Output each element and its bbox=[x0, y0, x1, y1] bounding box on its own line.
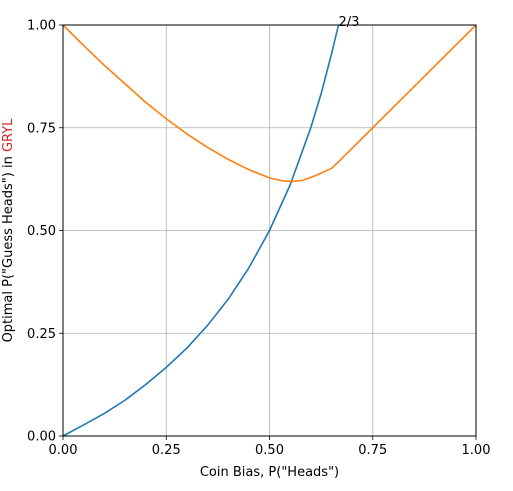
y-axis-label-highlight: GRYL bbox=[1, 118, 16, 152]
series-layer bbox=[62, 24, 477, 437]
y-axis-label-prefix: Optimal P("Guess Heads") in bbox=[1, 152, 16, 342]
y-tick-label: 0.25 bbox=[27, 327, 56, 342]
y-tick-label: 0.00 bbox=[27, 430, 56, 445]
x-tick-label: 0.25 bbox=[152, 443, 181, 458]
y-tick-label: 0.50 bbox=[27, 224, 56, 239]
annotation-label: 2/3 bbox=[338, 15, 359, 30]
y-axis-label: Optimal P("Guess Heads") in GRYL bbox=[1, 118, 16, 343]
series-line-2 bbox=[62, 24, 477, 183]
y-tick-label: 0.75 bbox=[27, 121, 56, 136]
x-tick-label: 1.00 bbox=[462, 443, 491, 458]
series-line-1 bbox=[62, 24, 340, 437]
x-tick-label: 0.00 bbox=[49, 443, 78, 458]
x-tick-label: 0.75 bbox=[358, 443, 387, 458]
x-axis-label: Coin Bias, P("Heads") bbox=[200, 465, 339, 480]
y-tick-label: 1.00 bbox=[27, 19, 56, 34]
ticks: 0.00 0.25 0.50 0.75 1.00 0.00 0.25 0.50 0.75 1.00 bbox=[27, 19, 490, 459]
x-tick-label: 0.50 bbox=[255, 443, 284, 458]
